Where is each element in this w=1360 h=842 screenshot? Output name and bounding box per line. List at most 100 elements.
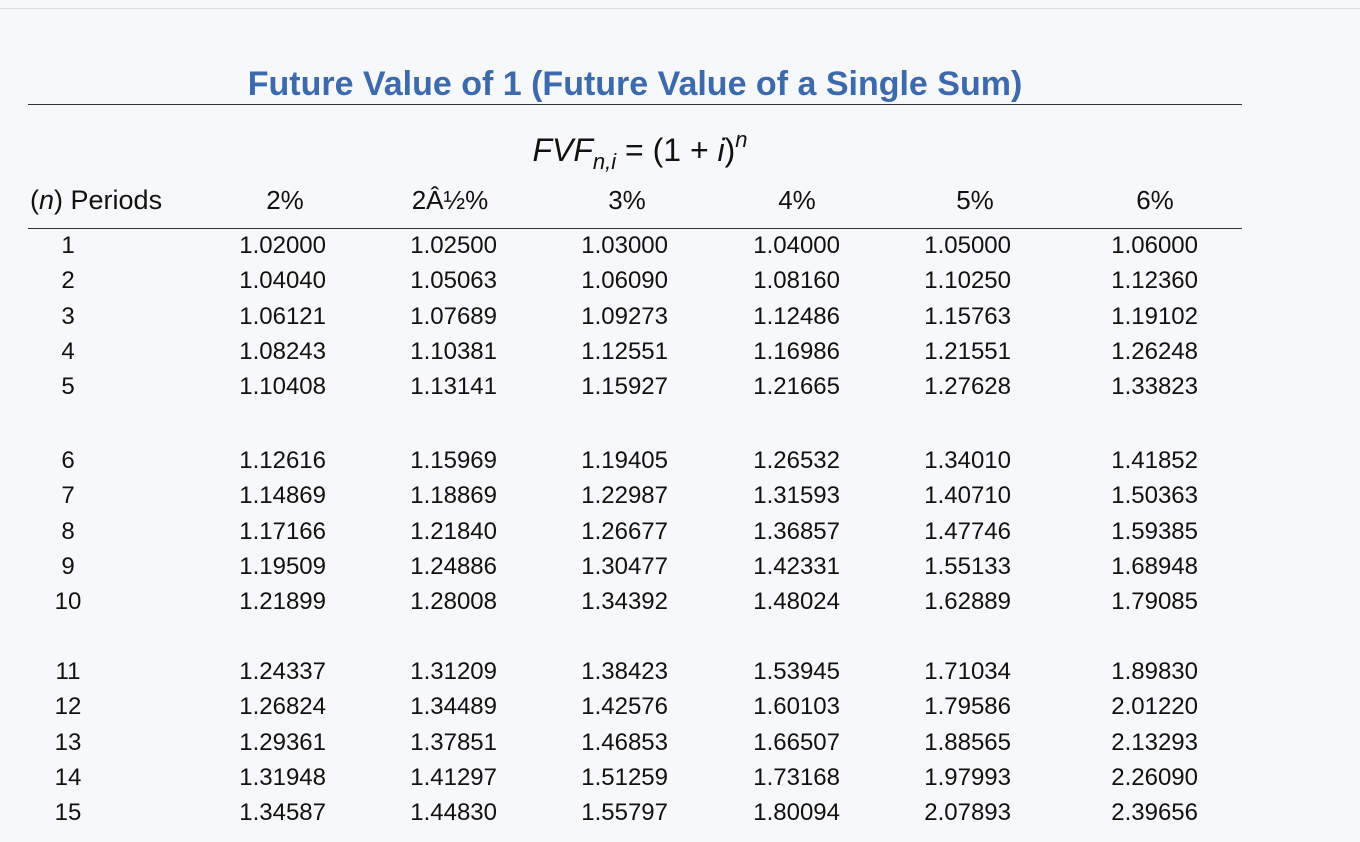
value-cell: 1.14869 (239, 482, 326, 510)
period-cell: 11 (55, 658, 81, 685)
value-cell: 1.21665 (753, 373, 840, 401)
period-cell: 8 (61, 517, 75, 545)
formula-base: FVF (532, 132, 593, 168)
value-cell: 1.19405 (581, 447, 668, 474)
value-cell: 2.26090 (1111, 763, 1198, 791)
value-cell: 1.36857 (753, 517, 840, 545)
value-cell: 1.07689 (410, 302, 497, 330)
value-cell: 1.10250 (924, 267, 1011, 295)
period-cell: 3 (61, 302, 75, 330)
value-cell: 1.44830 (410, 799, 497, 827)
header-rest: ) Periods (54, 185, 163, 215)
value-cell: 1.26677 (581, 517, 668, 545)
value-cell: 1.48024 (753, 588, 840, 616)
period-cell: 4 (61, 337, 75, 365)
value-cell: 1.34392 (581, 588, 668, 616)
value-cell: 2.01220 (1111, 693, 1198, 721)
value-cell: 1.02000 (239, 232, 326, 259)
value-cell: 1.10408 (239, 373, 326, 401)
value-cell: 1.08243 (239, 337, 326, 365)
value-cell: 1.60103 (753, 693, 840, 721)
value-cell: 1.12616 (239, 447, 326, 474)
value-cell: 1.09273 (581, 302, 668, 330)
formula-subscript: n,i (592, 149, 617, 174)
value-cell: 1.21551 (924, 337, 1011, 365)
title-rule (28, 104, 1242, 105)
value-cell: 1.19509 (239, 552, 326, 580)
value-cell: 1.15927 (581, 373, 668, 401)
value-cell: 1.04040 (239, 267, 326, 295)
column-header: 4% (778, 185, 816, 215)
value-cell: 1.59385 (1111, 517, 1198, 545)
formula-close: ) (724, 132, 736, 168)
column-header: 5% (956, 185, 994, 215)
value-cell: 1.15763 (924, 302, 1011, 330)
value-cell: 1.71034 (924, 658, 1011, 685)
value-cell: 1.53945 (753, 658, 840, 685)
value-cell: 1.24886 (410, 552, 497, 580)
value-cell: 1.88565 (924, 728, 1011, 756)
top-border (0, 8, 1360, 9)
value-cell: 1.06000 (1111, 232, 1198, 259)
value-cell: 1.31948 (239, 763, 326, 791)
value-cell: 1.26532 (753, 447, 840, 474)
value-cell: 1.55133 (924, 552, 1011, 580)
column-header: 2Â½% (411, 185, 489, 215)
value-cell: 1.31209 (410, 658, 497, 685)
value-cell: 1.47746 (924, 517, 1011, 545)
value-cell: 1.31593 (753, 482, 840, 510)
header-italic: n (39, 185, 55, 215)
value-cell: 1.42576 (581, 693, 668, 721)
value-cell: 1.21840 (410, 517, 497, 545)
value-cell: 1.55797 (581, 799, 668, 827)
value-cell: 2.07893 (924, 799, 1011, 827)
value-cell: 1.89830 (1111, 658, 1198, 685)
value-cell: 1.27628 (924, 373, 1011, 401)
value-cell: 1.41297 (410, 763, 497, 791)
value-cell: 1.33823 (1111, 373, 1198, 401)
value-cell: 1.40710 (924, 482, 1011, 510)
value-cell: 1.19102 (1111, 302, 1198, 330)
value-cell: 1.79586 (924, 693, 1011, 721)
value-cell: 1.34587 (239, 799, 326, 827)
value-cell: 1.68948 (1111, 552, 1198, 580)
formula-middle: = (1 + (616, 132, 718, 168)
header-rule (28, 228, 1242, 229)
value-cell: 1.15969 (410, 447, 497, 474)
period-cell: 12 (54, 693, 82, 721)
value-cell: 1.04000 (753, 232, 840, 259)
value-cell: 1.24337 (239, 658, 326, 685)
value-cell: 1.21899 (239, 588, 326, 616)
value-cell: 1.02500 (410, 232, 497, 259)
value-cell: 1.37851 (410, 728, 497, 756)
value-cell: 1.46853 (581, 728, 668, 756)
value-cell: 1.06121 (239, 302, 326, 330)
value-cell: 1.26248 (1111, 337, 1198, 365)
value-cell: 1.13141 (410, 373, 497, 401)
value-cell: 1.18869 (410, 482, 497, 510)
value-cell: 1.22987 (581, 482, 668, 510)
formula-exponent: n (735, 127, 748, 152)
value-cell: 1.12360 (1111, 267, 1198, 295)
value-cell: 1.10381 (410, 337, 497, 365)
period-cell: 5 (61, 373, 75, 401)
value-cell: 1.17166 (239, 517, 326, 545)
value-cell: 1.12551 (581, 337, 668, 365)
value-cell: 1.66507 (753, 728, 840, 756)
value-cell: 1.73168 (753, 763, 840, 791)
period-cell: 15 (54, 799, 82, 827)
period-cell: 10 (54, 588, 82, 616)
value-cell: 1.34010 (924, 447, 1011, 474)
value-cell: 1.28008 (410, 588, 497, 616)
periods-header: (n) Periods (30, 186, 162, 214)
period-cell: 7 (61, 482, 75, 510)
value-cell: 1.05000 (924, 232, 1011, 259)
value-cell: 1.97993 (924, 763, 1011, 791)
column-header: 6% (1136, 185, 1174, 215)
value-cell: 1.80094 (753, 799, 840, 827)
value-cell: 1.42331 (753, 552, 840, 580)
formula: FVFn,i = (1 + i)n (0, 120, 1280, 182)
value-cell: 1.62889 (924, 588, 1011, 616)
value-cell: 1.26824 (239, 693, 326, 721)
value-cell: 1.51259 (581, 763, 668, 791)
